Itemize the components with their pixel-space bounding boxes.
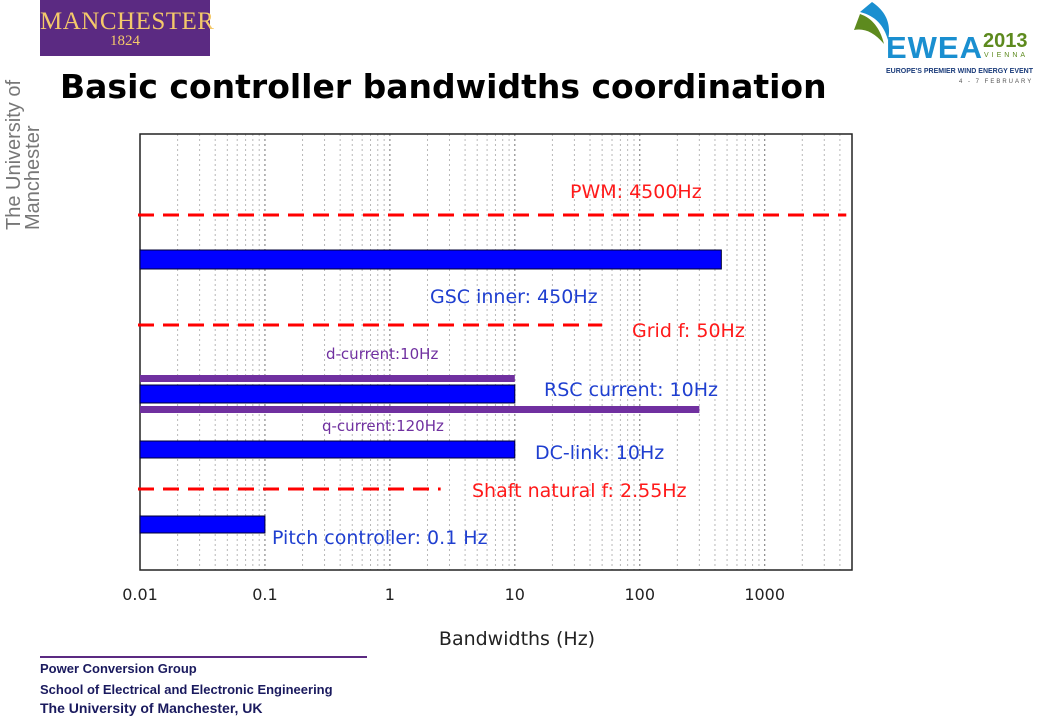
university-of-manchester-logo: MANCHESTER 1824 xyxy=(40,0,215,56)
bar-d-current xyxy=(140,375,515,382)
x-tick-label: 1000 xyxy=(744,585,785,604)
ewea-wordmark: EWEA xyxy=(886,30,983,65)
logo-manchester-year: 1824 xyxy=(110,33,140,49)
footer-group-name: Power Conversion Group xyxy=(40,661,197,676)
ref-grid-f-label: Grid f: 50Hz xyxy=(632,320,745,342)
ref-shaft-natural-f-label: Shaft natural f: 2.55Hz xyxy=(472,480,687,502)
bar-dc-link-label: DC-link: 10Hz xyxy=(535,442,664,464)
footer-university-name: The University of Manchester, UK xyxy=(40,700,263,716)
x-axis-label: Bandwidths (Hz) xyxy=(439,628,595,650)
ewea-dates: 4 - 7 FEBRUARY xyxy=(959,79,1034,85)
x-tick-label: 0.01 xyxy=(122,585,158,604)
ewea-year: 2013 xyxy=(983,30,1028,52)
x-tick-label: 0.1 xyxy=(252,585,277,604)
x-tick-label: 1 xyxy=(385,585,395,604)
bar-pitch-controller xyxy=(139,515,266,534)
bar-q-current xyxy=(140,406,700,413)
chart-gridlines xyxy=(177,134,841,570)
chart-marks: GSC inner: 450Hz d-current:10Hz RSC curren… xyxy=(138,181,847,549)
page-title: Basic controller bandwidths coordination xyxy=(60,67,827,106)
ewea-2013-logo: EWEA 2013 VIENNA EUROPE'S PREMIER WIND E… xyxy=(850,0,1039,96)
footer-divider xyxy=(40,656,367,658)
footer-school-name: School of Electrical and Electronic Engi… xyxy=(40,682,333,697)
logo-manchester-name: MANCHESTER xyxy=(40,8,215,35)
x-tick-label: 10 xyxy=(505,585,525,604)
bar-q-current-label: q-current:120Hz xyxy=(322,417,444,435)
bar-d-current-label: d-current:10Hz xyxy=(326,345,438,363)
x-axis-ticks: 0.01 0.1 1 10 100 1000 xyxy=(122,585,785,604)
ewea-wind-icon xyxy=(854,2,890,44)
bar-gsc-inner xyxy=(139,249,722,270)
x-tick-label: 100 xyxy=(624,585,655,604)
ewea-city: VIENNA xyxy=(984,52,1029,59)
bar-gsc-inner-label: GSC inner: 450Hz xyxy=(430,286,598,308)
bar-rsc-current-label: RSC current: 10Hz xyxy=(544,379,718,401)
bar-pitch-controller-label: Pitch controller: 0.1 Hz xyxy=(272,527,488,549)
ref-pwm-label: PWM: 4500Hz xyxy=(570,181,702,203)
bar-dc-link xyxy=(139,440,516,459)
bar-rsc-current xyxy=(139,384,516,404)
ewea-tagline: EUROPE'S PREMIER WIND ENERGY EVENT xyxy=(886,68,1034,75)
plot-frame xyxy=(139,133,853,571)
